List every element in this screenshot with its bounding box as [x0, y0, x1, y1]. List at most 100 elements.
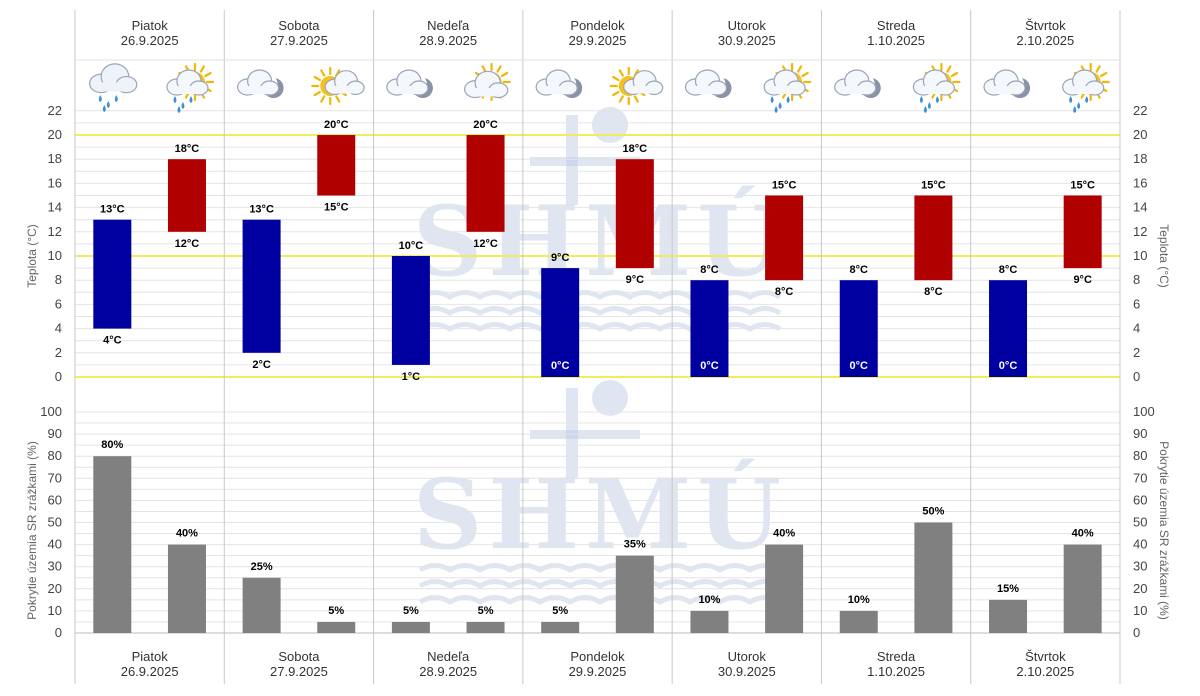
temp-tick-left: 16 [48, 175, 62, 190]
sun-ray [1095, 65, 1101, 73]
day-name-top: Streda [877, 18, 916, 33]
day-name-bottom: Streda [877, 649, 916, 664]
day-temp-high-label: 20°C [473, 119, 498, 131]
partly-sunny-rain-icon [763, 62, 812, 113]
day-temp-bar [317, 135, 356, 196]
day-date-top: 2.10.2025 [1016, 33, 1074, 48]
precip-tick-right: 20 [1133, 581, 1147, 596]
sun-ray [199, 65, 206, 73]
day-name-bottom: Sobota [278, 649, 320, 664]
cloud-moon-icon [983, 69, 1031, 98]
night-temp-bar [541, 268, 580, 377]
day-temp-bar [167, 159, 206, 232]
watermark-vane-cup [592, 107, 628, 143]
precip-tick-right: 60 [1133, 492, 1147, 507]
night-temp-high-label: 13°C [249, 204, 274, 216]
precip-tick-right: 90 [1133, 426, 1147, 441]
temp-tick-right: 16 [1133, 175, 1147, 190]
day-temp-high-label: 18°C [623, 143, 648, 155]
raindrop [786, 96, 790, 103]
raindrop [919, 96, 923, 103]
night-precip-label: 15% [997, 583, 1019, 595]
temp-tick-left: 10 [48, 248, 62, 263]
sun-ray [335, 95, 341, 103]
day-date-bottom: 1.10.2025 [867, 664, 925, 679]
cloud-shape [770, 86, 801, 94]
raindrop [923, 106, 927, 113]
temp-tick-right: 2 [1133, 345, 1140, 360]
day-temp-bar [1063, 195, 1102, 269]
day-name-bottom: Pondelok [570, 649, 625, 664]
temp-tick-right: 14 [1133, 200, 1147, 215]
night-precip-bar [391, 621, 430, 633]
day-temp-bar [765, 195, 804, 281]
day-date-top: 26.9.2025 [121, 33, 179, 48]
precip-tick-right: 50 [1133, 515, 1147, 530]
night-temp-high-label: 8°C [700, 264, 719, 276]
day-temp-high-label: 18°C [175, 143, 200, 155]
night-temp-low-label: 2°C [252, 359, 271, 371]
temp-tick-left: 22 [48, 103, 62, 118]
day-precip-label: 50% [922, 506, 944, 518]
night-temp-low-label: 0°C [700, 360, 719, 372]
watermark-vane-cup [592, 380, 628, 416]
cloud-shape [990, 86, 1021, 94]
raindrop [173, 96, 177, 103]
sun-ray [797, 65, 803, 73]
day-temp-bar [914, 195, 953, 281]
day-temp-high-label: 15°C [772, 180, 797, 192]
sun-ray [618, 69, 624, 77]
sun-ray [313, 90, 321, 97]
day-date-top: 1.10.2025 [867, 33, 925, 48]
day-temp-high-label: 15°C [921, 180, 946, 192]
day-precip-bar [1063, 544, 1102, 633]
cloud-moon-icon [684, 69, 732, 98]
precip-tick-left: 10 [48, 603, 62, 618]
temp-tick-left: 20 [48, 127, 62, 142]
cloud-shape [470, 88, 503, 97]
cloud-shape [840, 86, 871, 94]
temp-tick-left: 0 [55, 369, 62, 384]
day-name-bottom: Piatok [132, 649, 169, 664]
day-temp-high-label: 20°C [324, 119, 349, 131]
day-precip-bar [317, 621, 356, 633]
temp-tick-right: 22 [1133, 103, 1147, 118]
raindrop [181, 102, 185, 109]
cloud-moon-icon [237, 69, 284, 98]
day-temp-low-label: 15°C [324, 202, 349, 214]
sun-ray [801, 71, 809, 78]
partly-sunny-icon [609, 66, 664, 106]
night-temp-low-label: 0°C [850, 360, 869, 372]
night-temp-high-label: 8°C [999, 264, 1018, 276]
sun-ray [500, 71, 509, 78]
sun-ray [320, 69, 326, 77]
raindrop [98, 95, 102, 102]
precip-axis-title-left: Pokrytie územia SR zrážkami (%) [25, 441, 39, 620]
precip-tick-left: 70 [48, 470, 62, 485]
day-date-bottom: 27.9.2025 [270, 664, 328, 679]
day-date-bottom: 29.9.2025 [569, 664, 627, 679]
cloud-shape [629, 85, 658, 94]
night-temp-high-label: 10°C [399, 240, 424, 252]
precip-tick-right: 0 [1133, 625, 1140, 640]
day-name-top: Nedeľa [427, 18, 470, 33]
watermark-text: SHMÚ [413, 458, 787, 571]
night-precip-bar [242, 577, 281, 633]
day-temp-high-label: 15°C [1070, 180, 1095, 192]
sun-ray [612, 90, 620, 97]
raindrop [1077, 102, 1081, 109]
cloud-shape [392, 86, 423, 94]
day-date-bottom: 28.9.2025 [419, 664, 477, 679]
precip-tick-right: 30 [1133, 559, 1147, 574]
temp-tick-right: 0 [1133, 369, 1140, 384]
raindrop [106, 101, 110, 108]
night-precip-bar [93, 456, 132, 633]
temp-tick-right: 20 [1133, 127, 1147, 142]
night-temp-low-label: 1°C [402, 371, 421, 383]
precip-tick-left: 40 [48, 537, 62, 552]
temp-axis-title-left: Teplota (°C) [25, 224, 39, 288]
sun-ray [950, 71, 959, 78]
watermark-vane-arm [530, 157, 640, 166]
raindrop [935, 96, 939, 103]
day-date-bottom: 30.9.2025 [718, 664, 776, 679]
